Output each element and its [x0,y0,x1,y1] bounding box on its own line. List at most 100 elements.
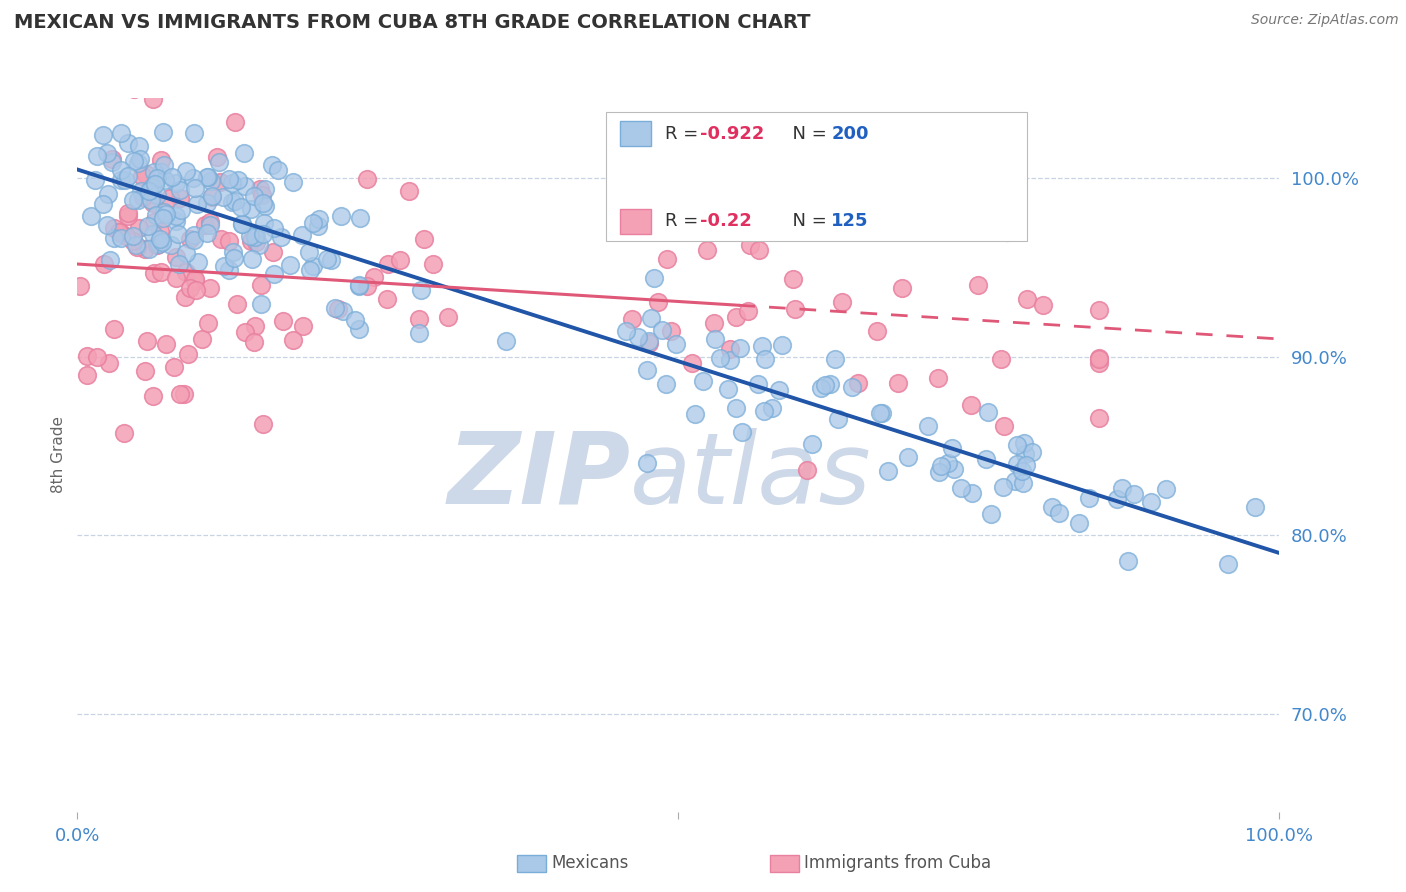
Point [152,211,174,225]
Point [1007,457,1029,471]
Point [243,189,266,203]
Point [1012,436,1035,450]
Point [995,225,1018,239]
Point [110,126,132,140]
Point [117,206,139,220]
Point [243,230,266,244]
Point [128,153,150,167]
Point [153,205,176,219]
Point [143,178,166,192]
Text: N =: N = [780,212,832,230]
Point [942,462,965,476]
Point [262,245,284,260]
Point [783,301,806,316]
Point [122,193,145,207]
Point [751,338,773,352]
Point [1005,438,1028,452]
Point [143,165,166,179]
Point [748,244,770,258]
Point [640,310,662,325]
Point [627,330,650,344]
Point [195,226,218,240]
Point [1244,500,1267,514]
Point [960,398,983,412]
Point [197,316,219,330]
Point [768,383,790,397]
Point [866,324,889,338]
Point [124,237,146,252]
Point [977,405,1000,419]
Point [422,257,444,271]
Point [76,368,98,383]
Point [229,200,252,214]
Point [928,465,950,479]
Point [796,463,818,477]
Point [651,323,673,337]
Point [349,211,371,226]
Point [936,456,959,470]
Point [127,193,149,207]
Point [870,406,893,420]
Point [226,172,249,186]
Point [110,173,132,187]
Point [1111,481,1133,495]
Point [1123,487,1146,501]
Point [195,196,218,211]
Point [194,219,217,233]
Point [165,271,187,285]
Point [96,218,118,232]
Point [377,257,399,271]
Point [183,181,205,195]
Point [127,156,149,170]
Point [149,224,172,238]
Point [146,188,169,202]
Point [1088,303,1111,318]
Point [250,297,273,311]
Point [114,173,136,187]
Point [752,404,775,418]
Point [696,243,718,257]
Point [197,169,219,184]
Point [1088,351,1111,366]
Point [212,260,235,274]
Point [737,303,759,318]
Point [98,252,121,267]
Point [142,215,165,229]
Point [638,336,661,351]
Point [127,240,149,254]
Point [1014,447,1036,461]
Point [683,407,706,421]
Point [801,437,824,451]
Point [160,237,183,252]
Point [718,342,741,356]
Point [142,389,165,403]
Point [659,324,682,338]
Point [200,219,222,233]
Point [134,243,156,257]
Point [233,179,256,194]
Point [347,322,370,336]
Point [718,353,741,368]
Point [121,229,143,244]
Point [263,267,285,281]
Point [960,485,983,500]
Point [179,232,201,246]
Point [174,163,197,178]
Point [980,507,1002,521]
Point [184,274,207,288]
Point [110,231,132,245]
Point [262,158,284,172]
Point [703,332,725,346]
Point [761,401,783,415]
Point [249,182,271,196]
Point [319,253,342,268]
Point [1011,476,1033,491]
Point [408,326,430,340]
Text: MEXICAN VS IMMIGRANTS FROM CUBA 8TH GRADE CORRELATION CHART: MEXICAN VS IMMIGRANTS FROM CUBA 8TH GRAD… [14,13,811,32]
Point [239,228,262,243]
Point [818,376,841,391]
Point [136,334,159,348]
Point [83,173,105,187]
Point [152,158,174,172]
Point [114,228,136,243]
